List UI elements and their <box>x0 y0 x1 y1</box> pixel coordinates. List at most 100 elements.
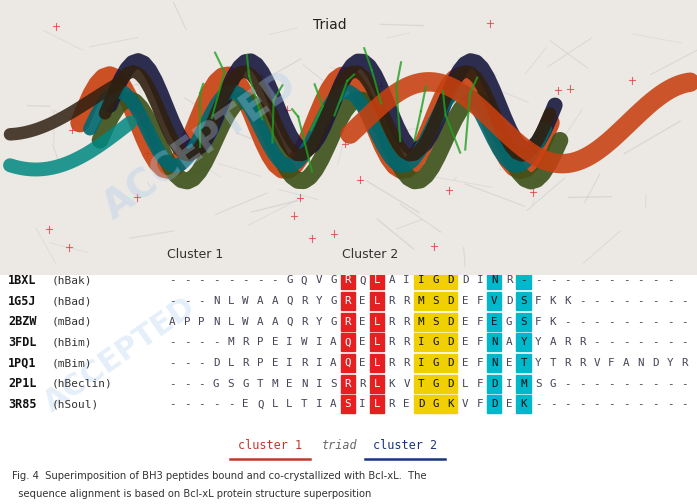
Text: E: E <box>491 317 498 327</box>
Text: V: V <box>462 399 468 409</box>
Text: L: L <box>228 296 234 306</box>
Text: K: K <box>565 296 571 306</box>
Text: R: R <box>404 296 410 306</box>
Bar <box>429 395 443 413</box>
Text: I: I <box>506 379 512 389</box>
Text: M: M <box>418 317 424 327</box>
Text: -: - <box>579 379 585 389</box>
Text: T: T <box>301 399 307 409</box>
Text: Y: Y <box>667 358 673 368</box>
Text: S: S <box>433 317 439 327</box>
Text: V: V <box>594 358 600 368</box>
Text: N: N <box>491 337 498 347</box>
Text: P: P <box>184 317 190 327</box>
Text: E: E <box>404 399 410 409</box>
Bar <box>370 374 384 393</box>
Text: E: E <box>462 296 468 306</box>
Text: -: - <box>184 379 190 389</box>
Text: -: - <box>682 399 688 409</box>
Text: A: A <box>257 296 263 306</box>
Bar <box>414 271 428 289</box>
Bar <box>516 354 530 372</box>
Text: -: - <box>184 296 190 306</box>
Text: S: S <box>535 379 542 389</box>
Text: -: - <box>652 399 659 409</box>
Text: L: L <box>374 358 381 368</box>
Text: R: R <box>506 275 512 285</box>
Text: D: D <box>213 358 220 368</box>
Text: -: - <box>184 337 190 347</box>
Text: -: - <box>169 275 176 285</box>
Text: R: R <box>579 337 585 347</box>
Text: Q: Q <box>286 296 293 306</box>
Text: I: I <box>316 358 322 368</box>
Text: -: - <box>638 337 644 347</box>
Text: -: - <box>667 296 673 306</box>
Text: Q: Q <box>257 399 263 409</box>
Text: W: W <box>243 317 249 327</box>
Text: -: - <box>623 379 629 389</box>
Bar <box>487 292 501 310</box>
Text: N: N <box>213 317 220 327</box>
Text: -: - <box>199 296 205 306</box>
Bar <box>414 354 428 372</box>
Text: G: G <box>330 275 337 285</box>
Text: L: L <box>228 358 234 368</box>
Text: T: T <box>418 379 424 389</box>
Bar <box>443 374 457 393</box>
Text: K: K <box>521 399 527 409</box>
Text: -: - <box>594 379 600 389</box>
Text: A: A <box>330 358 337 368</box>
Text: L: L <box>374 317 381 327</box>
Text: E: E <box>360 337 366 347</box>
Text: Cluster 2: Cluster 2 <box>342 247 398 261</box>
Text: G: G <box>286 275 293 285</box>
Text: -: - <box>550 399 556 409</box>
Bar <box>370 354 384 372</box>
Text: Y: Y <box>521 337 527 347</box>
Text: M: M <box>272 379 278 389</box>
Text: 1BXL: 1BXL <box>8 274 36 287</box>
Text: A: A <box>272 296 278 306</box>
Text: L: L <box>462 379 468 389</box>
Bar <box>487 271 501 289</box>
Text: S: S <box>345 399 351 409</box>
Bar <box>429 333 443 351</box>
Bar <box>341 333 355 351</box>
Text: E: E <box>506 358 512 368</box>
Text: (hBad): (hBad) <box>52 296 93 306</box>
Text: cluster 1: cluster 1 <box>238 439 302 453</box>
Text: -: - <box>594 337 600 347</box>
Bar <box>443 271 457 289</box>
Bar <box>487 395 501 413</box>
Bar <box>487 333 501 351</box>
Text: V: V <box>491 296 498 306</box>
Text: A: A <box>257 317 263 327</box>
Text: D: D <box>447 379 454 389</box>
Text: -: - <box>652 379 659 389</box>
Text: -: - <box>667 275 673 285</box>
Text: D: D <box>447 337 454 347</box>
Text: -: - <box>608 399 615 409</box>
Text: -: - <box>199 275 205 285</box>
Text: F: F <box>477 379 483 389</box>
Text: -: - <box>638 399 644 409</box>
Text: N: N <box>213 296 220 306</box>
Text: R: R <box>345 275 351 285</box>
Text: K: K <box>389 379 395 389</box>
Text: -: - <box>228 399 234 409</box>
Text: -: - <box>272 275 278 285</box>
Text: -: - <box>257 275 263 285</box>
Text: E: E <box>286 379 293 389</box>
Text: I: I <box>477 275 483 285</box>
Bar <box>443 354 457 372</box>
Text: G: G <box>433 399 439 409</box>
Text: 1G5J: 1G5J <box>8 294 36 307</box>
Text: K: K <box>447 399 454 409</box>
Text: -: - <box>608 317 615 327</box>
Text: K: K <box>550 317 556 327</box>
Text: I: I <box>404 275 410 285</box>
Text: E: E <box>360 358 366 368</box>
Text: -: - <box>550 275 556 285</box>
Text: L: L <box>272 399 278 409</box>
